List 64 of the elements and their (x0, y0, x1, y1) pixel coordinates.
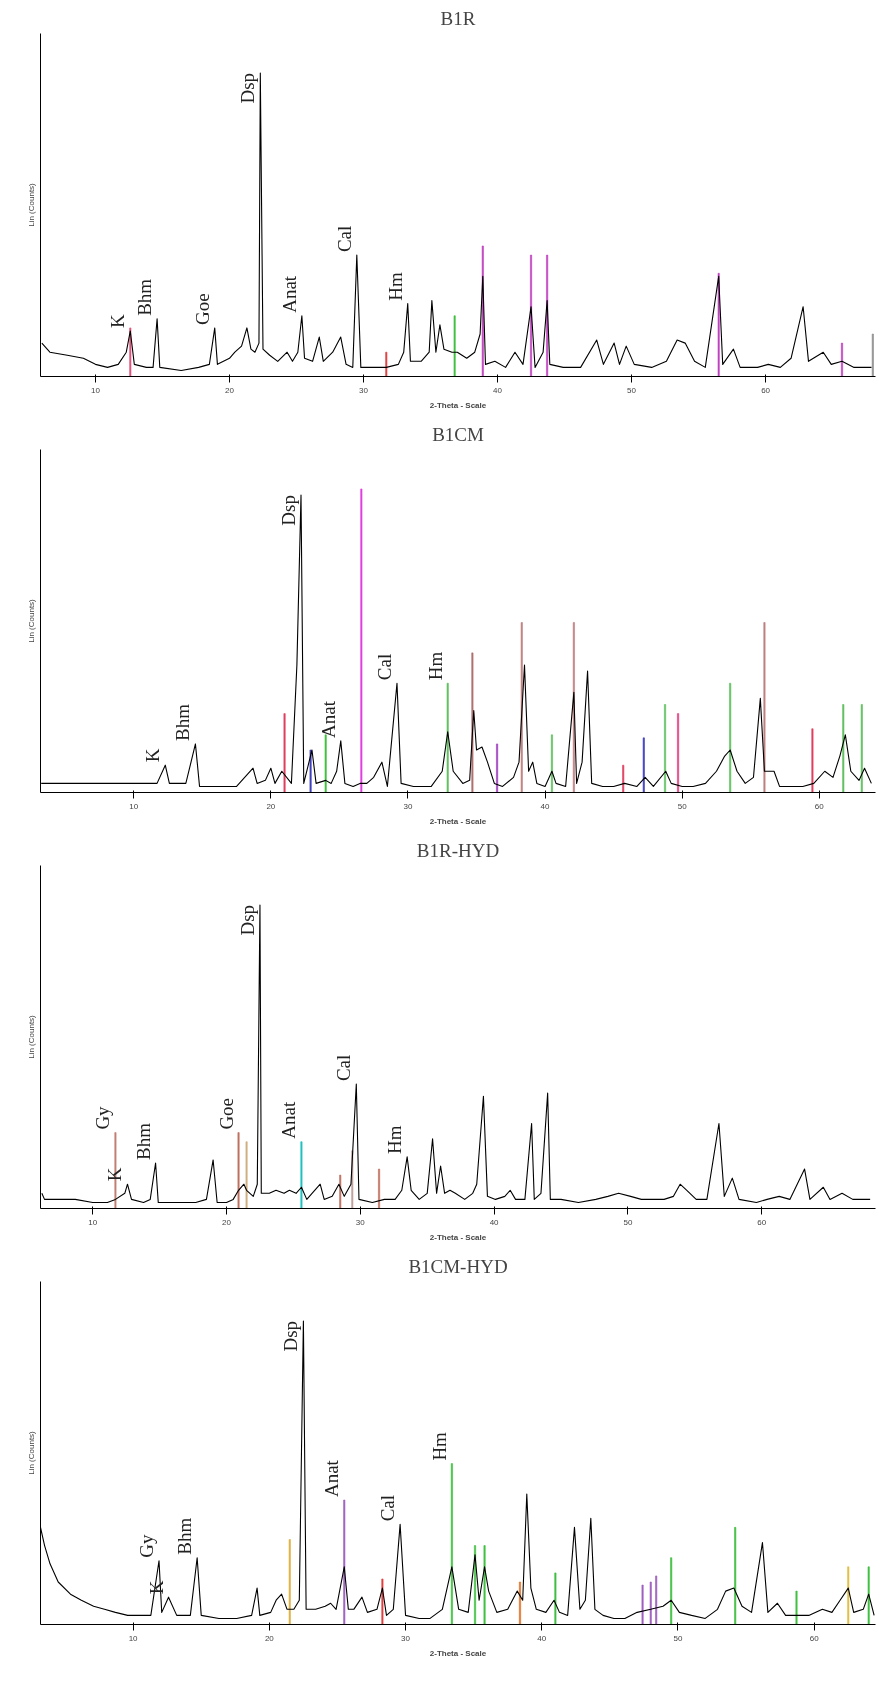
x-tick-label: 10 (91, 385, 101, 395)
y-axis-title: Lin (Counts) (26, 598, 36, 643)
x-tick-label: 20 (264, 1633, 275, 1643)
chart-title: B1R-HYD (416, 839, 500, 861)
annotation: Cal (333, 1054, 355, 1082)
annotation: Dsp (236, 904, 258, 936)
x-axis-title: 2-Theta - Scale (429, 1232, 487, 1242)
annotation: Bhm (172, 703, 194, 741)
x-tick-label: 50 (673, 1633, 683, 1643)
annotation: Goe (215, 1097, 237, 1130)
annotation: Bhm (132, 1122, 154, 1160)
annotation: Dsp (237, 72, 259, 104)
annotation: K (142, 748, 164, 763)
x-axis-title: 2-Theta - Scale (429, 400, 487, 410)
annotation: Hm (384, 1125, 406, 1154)
x-tick-label: 40 (537, 1633, 547, 1643)
x-tick-label: 20 (222, 1217, 232, 1227)
annotation: Cal (333, 225, 355, 253)
annotation: K (104, 1167, 126, 1182)
chart-title: B1CM-HYD (408, 1255, 508, 1277)
annotation: K (145, 1580, 167, 1595)
x-tick-label: 30 (401, 1633, 411, 1643)
x-tick-label: 30 (359, 385, 369, 395)
x-tick-label: 50 (623, 1217, 633, 1227)
annotation: Hm (384, 271, 406, 301)
x-tick-label: 30 (355, 1217, 366, 1227)
annotation: Anat (278, 275, 300, 313)
x-tick-label: 10 (88, 1217, 98, 1227)
annotation: K (107, 313, 129, 328)
x-tick-label: 60 (757, 1217, 767, 1227)
x-tick-label: 20 (225, 385, 235, 395)
x-tick-label: 60 (761, 385, 771, 395)
annotation: Cal (373, 653, 395, 681)
y-axis-title: Lin (Counts) (26, 182, 36, 227)
annotation: Bhm (134, 278, 156, 316)
annotation: Gy (92, 1105, 114, 1130)
annotation: Hm (424, 651, 446, 681)
x-tick-label: 40 (489, 1217, 500, 1227)
annotation: Cal (377, 1494, 399, 1522)
x-tick-label: 50 (627, 385, 637, 395)
annotation: Anat (278, 1101, 300, 1139)
annotation: Hm (428, 1431, 450, 1461)
chart-title: B1CM (432, 423, 484, 445)
x-tick-label: 50 (677, 801, 688, 811)
x-tick-label: 60 (809, 1633, 820, 1643)
x-axis-title: 2-Theta - Scale (429, 1648, 487, 1658)
x-tick-label: 40 (540, 801, 551, 811)
x-tick-label: 20 (266, 801, 276, 811)
x-tick-label: 10 (128, 1633, 139, 1643)
annotation: Gy (136, 1534, 158, 1558)
annotation: Anat (321, 1459, 343, 1498)
x-tick-label: 10 (129, 801, 139, 811)
x-tick-label: 40 (493, 385, 503, 395)
chart-title: B1R (440, 7, 476, 29)
x-tick-label: 30 (403, 801, 413, 811)
annotation: Dsp (280, 1320, 302, 1352)
y-axis-title: Lin (Counts) (26, 1014, 36, 1059)
annotation: Bhm (174, 1517, 196, 1555)
x-axis-title: 2-Theta - Scale (429, 816, 487, 826)
annotation: Goe (191, 293, 213, 325)
y-axis-title: Lin (Counts) (26, 1430, 36, 1475)
annotation: Anat (317, 700, 339, 738)
annotation: Dsp (278, 495, 300, 526)
x-tick-label: 60 (814, 801, 825, 811)
